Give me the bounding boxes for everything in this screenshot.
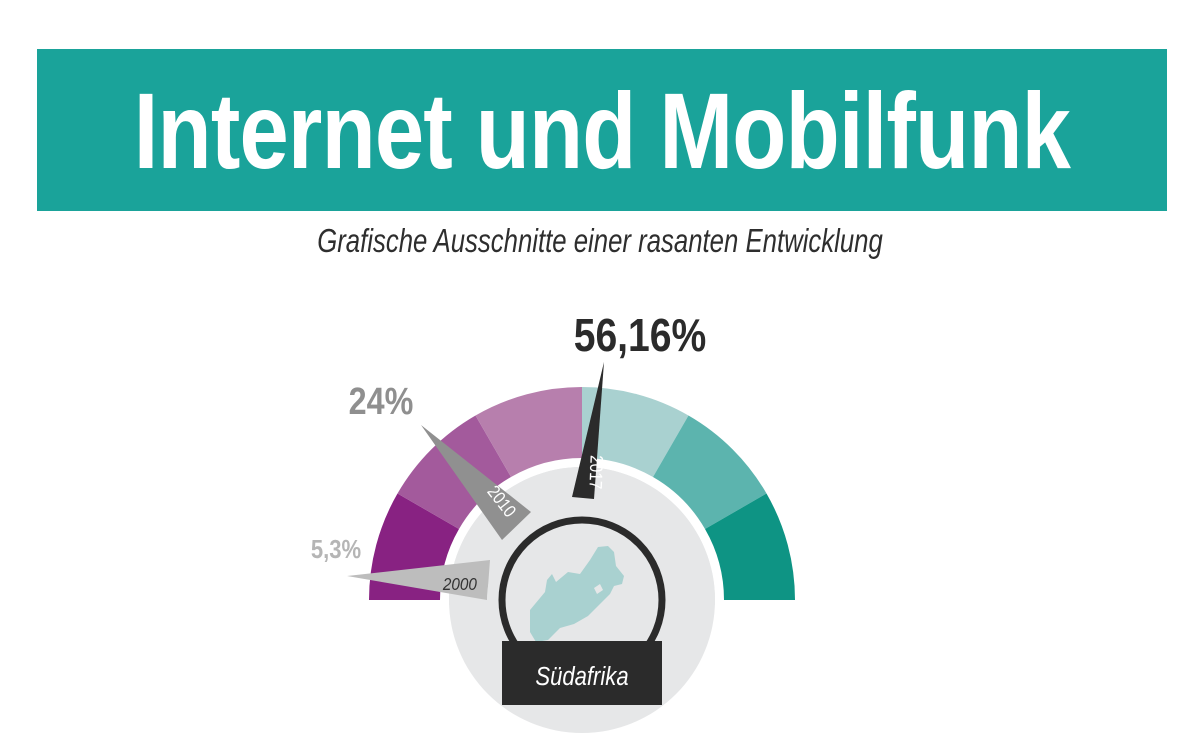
south-africa-map-icon: [530, 546, 624, 642]
needle-2017: 2017: [572, 362, 607, 499]
page-subtitle: Grafische Ausschnitte einer rasanten Ent…: [317, 222, 883, 259]
lesotho-icon: [594, 584, 603, 594]
gauge-segment-6: [705, 493, 795, 600]
value-label-2010: 24%: [349, 381, 414, 423]
country-label-box: [502, 641, 662, 705]
needle-2000: 2000: [347, 560, 490, 600]
needle-year-2017: 2017: [585, 455, 607, 490]
needle-year-2000: 2000: [442, 574, 478, 594]
country-label: Südafrika: [535, 662, 628, 691]
title-banner: Internet und Mobilfunk: [37, 49, 1167, 211]
page-title: Internet und Mobilfunk: [133, 69, 1071, 191]
gauge-segment-5: [653, 415, 767, 529]
gauge-segment-3: [475, 387, 582, 477]
gauge-segment-2: [397, 415, 511, 529]
value-label-2017: 56,16%: [574, 310, 707, 362]
value-label-2000: 5,3%: [311, 535, 361, 564]
gauge-segment-4: [582, 387, 689, 477]
